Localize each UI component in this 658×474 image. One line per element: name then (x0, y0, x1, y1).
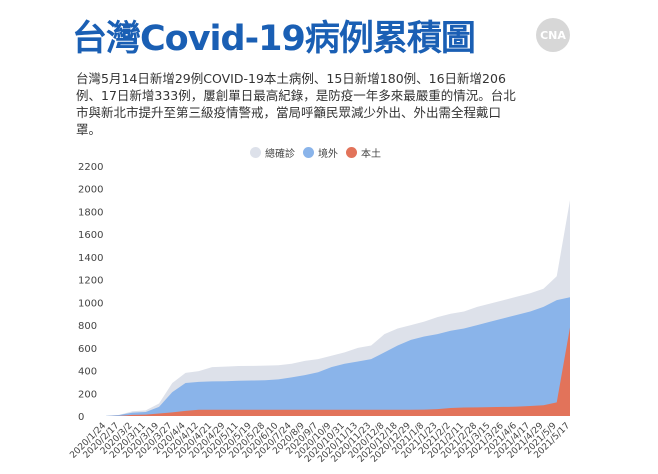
y-tick-label: 800 (78, 321, 97, 332)
area-series-2 (106, 327, 570, 416)
y-tick-label: 1400 (78, 253, 103, 264)
legend-dot (250, 147, 261, 158)
legend-dot (346, 147, 357, 158)
legend-item-imported[interactable]: 境外 (303, 145, 338, 160)
page-title: 台灣Covid-19病例累積圖 (72, 19, 476, 59)
description: 台灣5月14日新增29例COVID-19本土病例、15日新增180例、16日新增… (76, 71, 516, 137)
legend-label: 本土 (361, 149, 381, 160)
y-tick-label: 1200 (78, 276, 103, 287)
y-tick-label: 1800 (78, 207, 103, 218)
y-tick-label: 0 (78, 412, 84, 423)
legend-label: 總確診 (265, 149, 295, 160)
legend-label: 境外 (318, 149, 338, 160)
y-tick-label: 200 (78, 389, 97, 400)
legend-item-local[interactable]: 本土 (346, 145, 381, 160)
y-tick-label: 400 (78, 367, 97, 378)
area-series-1 (106, 297, 570, 416)
legend-item-total[interactable]: 總確診 (250, 145, 295, 160)
y-tick-label: 1600 (78, 230, 103, 241)
legend: 總確診 境外 本土 (250, 145, 381, 160)
legend-dot (303, 147, 314, 158)
y-tick-label: 600 (78, 344, 97, 355)
y-tick-label: 2200 (78, 162, 103, 173)
y-tick-label: 1000 (78, 298, 103, 309)
cna-logo: CNA (536, 18, 570, 52)
y-tick-label: 2000 (78, 185, 103, 196)
